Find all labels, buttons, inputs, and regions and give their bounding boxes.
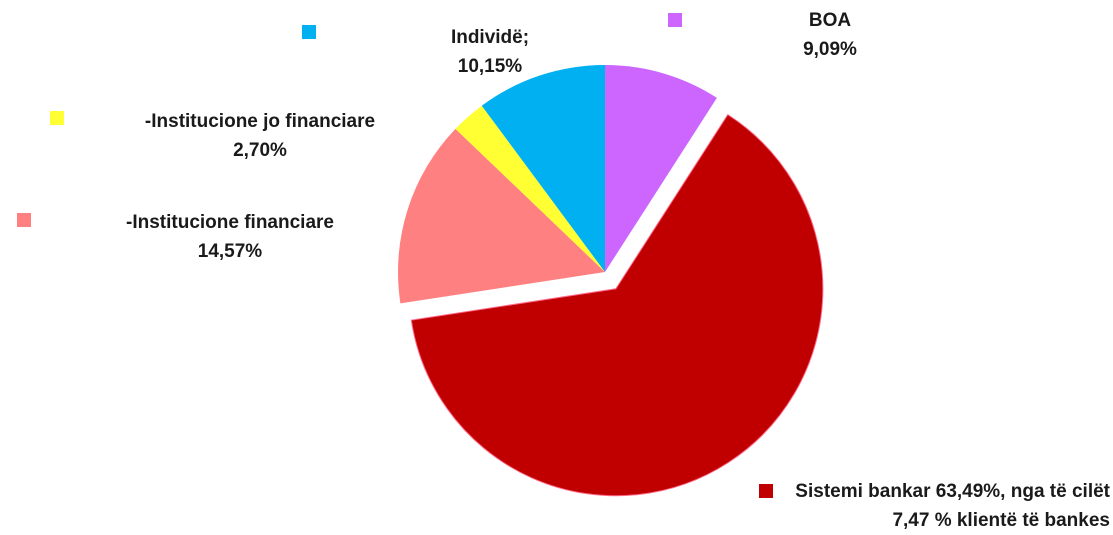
label-institucione-financiare-value: 14,57% (197, 241, 263, 262)
pie-slice-4 (481, 65, 605, 272)
pie-slice-0 (605, 65, 717, 272)
label-institucione-jo-financiare-name: -Institucione jo financiare (144, 111, 376, 132)
legend-swatch-sistemi-bankar (759, 484, 773, 498)
label-institucione-jo-financiare-value: 2,70% (233, 140, 287, 161)
label-individe: Individë; 10,15% (420, 23, 560, 81)
legend-swatch-institucione-financiare (17, 213, 31, 227)
label-institucione-financiare: -Institucione financiare 14,57% (95, 208, 365, 266)
label-sistemi-bankar-name: Sistemi bankar 63,49%, nga të cilët 7,47… (795, 481, 1110, 531)
pie-slice-3 (455, 105, 605, 273)
legend-swatch-individe (302, 25, 316, 39)
label-individe-value: 10,15% (457, 56, 523, 77)
pie-slice-1 (410, 113, 824, 497)
legend-swatch-institucione-jo-financiare (50, 111, 64, 125)
label-sistemi-bankar: Sistemi bankar 63,49%, nga të cilët 7,47… (770, 477, 1110, 535)
label-boa-value: 9,09% (803, 39, 857, 60)
label-institucione-jo-financiare: -Institucione jo financiare 2,70% (115, 107, 405, 165)
label-institucione-financiare-name: -Institucione financiare (126, 212, 334, 233)
label-individe-name: Individë; (450, 27, 530, 48)
label-boa-name: BOA (808, 10, 852, 31)
legend-swatch-boa (668, 13, 682, 27)
label-boa: BOA 9,09% (770, 6, 890, 64)
pie-slice-2 (398, 128, 605, 304)
